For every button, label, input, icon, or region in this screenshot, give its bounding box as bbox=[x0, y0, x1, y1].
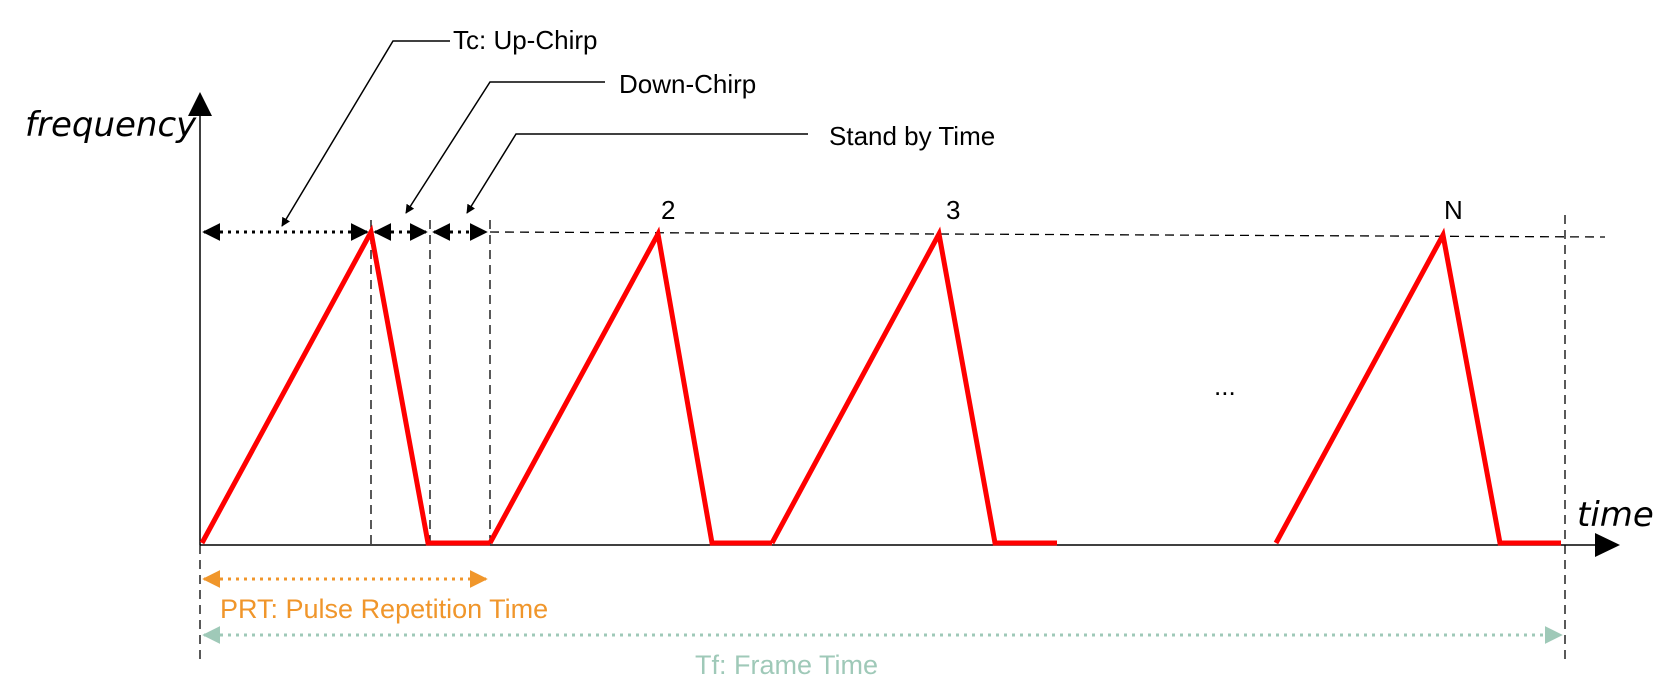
up-chirp-callout: Tc: Up-Chirp bbox=[453, 25, 597, 55]
down-chirp-leader bbox=[405, 81, 605, 214]
y-axis-label: frequency bbox=[25, 105, 197, 145]
ellipsis: ... bbox=[1214, 371, 1236, 401]
chirp-1 bbox=[199, 224, 490, 546]
standby-leader bbox=[466, 133, 808, 214]
x-axis-label: time bbox=[1577, 495, 1654, 535]
chirp-3-label: 3 bbox=[946, 195, 960, 225]
chirp-2 bbox=[487, 226, 772, 546]
standby-callout: Stand by Time bbox=[829, 121, 995, 151]
peak-reference-line bbox=[489, 231, 1606, 238]
chirp-n bbox=[1273, 227, 1561, 546]
down-chirp-callout: Down-Chirp bbox=[619, 69, 756, 99]
frame-label: Tf: Frame Time bbox=[695, 650, 878, 676]
chirp-3 bbox=[769, 226, 1057, 546]
x-axis-arrowhead bbox=[1595, 533, 1620, 557]
y-axis-arrowhead bbox=[188, 92, 212, 116]
chirp-n-label: N bbox=[1444, 195, 1463, 225]
up-chirp-leader bbox=[281, 40, 450, 227]
prt-label: PRT: Pulse Repetition Time bbox=[220, 594, 548, 624]
chirp-2-label: 2 bbox=[661, 195, 675, 225]
